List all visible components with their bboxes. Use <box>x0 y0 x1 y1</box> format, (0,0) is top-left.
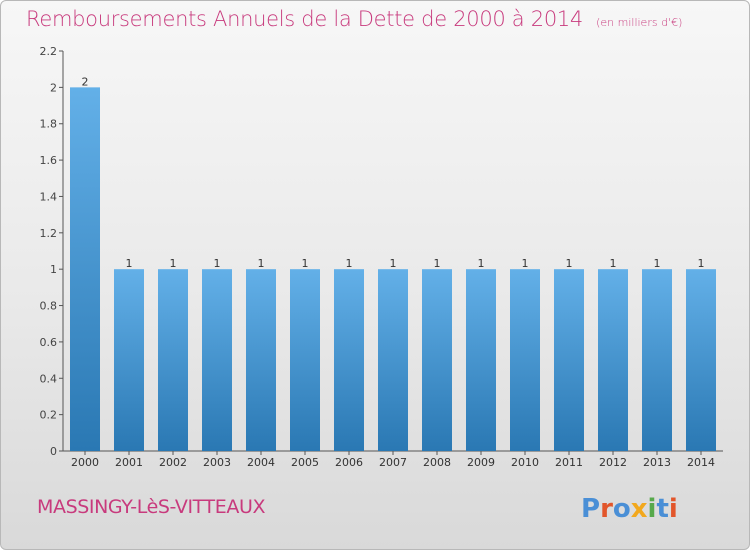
data-label: 1 <box>654 257 661 270</box>
data-label: 1 <box>698 257 705 270</box>
x-tick-label: 2007 <box>379 456 407 469</box>
bar <box>334 269 364 451</box>
data-label: 1 <box>126 257 133 270</box>
y-tick-label: 1.4 <box>40 190 58 203</box>
data-label: 1 <box>478 257 485 270</box>
x-tick-label: 2003 <box>203 456 231 469</box>
data-label: 2 <box>82 75 89 88</box>
y-tick-label: 0 <box>50 445 57 458</box>
x-tick-label: 2002 <box>159 456 187 469</box>
bar <box>466 269 496 451</box>
chart-title: Remboursements Annuels de la Dette de 20… <box>26 7 583 31</box>
y-tick-label: 0.8 <box>40 300 58 313</box>
data-label: 1 <box>522 257 529 270</box>
chart-subtitle: (en milliers d'€) <box>596 16 683 29</box>
y-tick-label: 1 <box>50 263 57 276</box>
proxiti-logo[interactable]: Proxiti <box>581 490 701 526</box>
bar <box>290 269 320 451</box>
data-label: 1 <box>258 257 265 270</box>
data-label: 1 <box>346 257 353 270</box>
y-tick-label: 1.8 <box>40 118 58 131</box>
bar <box>202 269 232 451</box>
data-label: 1 <box>390 257 397 270</box>
axis-layer: 0 0.2 0.4 0.6 0.8 1 1.2 1.4 1.6 1.8 2 2.2 <box>40 45 723 458</box>
x-tick-label: 2004 <box>247 456 275 469</box>
y-tick-label: 0.6 <box>40 336 58 349</box>
x-tick-label: 2011 <box>555 456 583 469</box>
y-tick-label: 0.4 <box>40 372 58 385</box>
bar <box>686 269 716 451</box>
x-tick-label: 2014 <box>687 456 715 469</box>
y-tick-label: 2 <box>50 81 57 94</box>
bar <box>158 269 188 451</box>
y-tick-label: 0.2 <box>40 409 58 422</box>
bar <box>598 269 628 451</box>
data-label: 1 <box>170 257 177 270</box>
data-label: 1 <box>302 257 309 270</box>
x-tick-label: 2006 <box>335 456 363 469</box>
chart-header: Remboursements Annuels de la Dette de 20… <box>26 7 682 31</box>
y-tick-label: 1.6 <box>40 154 58 167</box>
commune-name: MASSINGY-LèS-VITTEAUX <box>37 496 266 518</box>
bar <box>70 87 100 451</box>
bar <box>114 269 144 451</box>
y-tick-label: 2.2 <box>40 45 58 58</box>
x-tick-label: 2000 <box>71 456 99 469</box>
x-tick-label: 2009 <box>467 456 495 469</box>
data-label: 1 <box>434 257 441 270</box>
x-tick-label: 2013 <box>643 456 671 469</box>
svg-text:Proxiti: Proxiti <box>581 494 678 524</box>
x-tick-label: 2005 <box>291 456 319 469</box>
label-layer: 2000 2 2001 1 2002 1 2003 1 2004 1 2005 1 2006 1 2007 1… <box>71 75 715 469</box>
x-tick-label: 2012 <box>599 456 627 469</box>
x-tick-label: 2010 <box>511 456 539 469</box>
bar <box>642 269 672 451</box>
bar <box>510 269 540 451</box>
bar-layer <box>70 87 716 451</box>
y-tick-label: 1.2 <box>40 227 58 240</box>
data-label: 1 <box>566 257 573 270</box>
bar <box>554 269 584 451</box>
x-tick-label: 2001 <box>115 456 143 469</box>
data-label: 1 <box>214 257 221 270</box>
bar <box>422 269 452 451</box>
bar <box>378 269 408 451</box>
data-label: 1 <box>610 257 617 270</box>
bar <box>246 269 276 451</box>
x-tick-label: 2008 <box>423 456 451 469</box>
